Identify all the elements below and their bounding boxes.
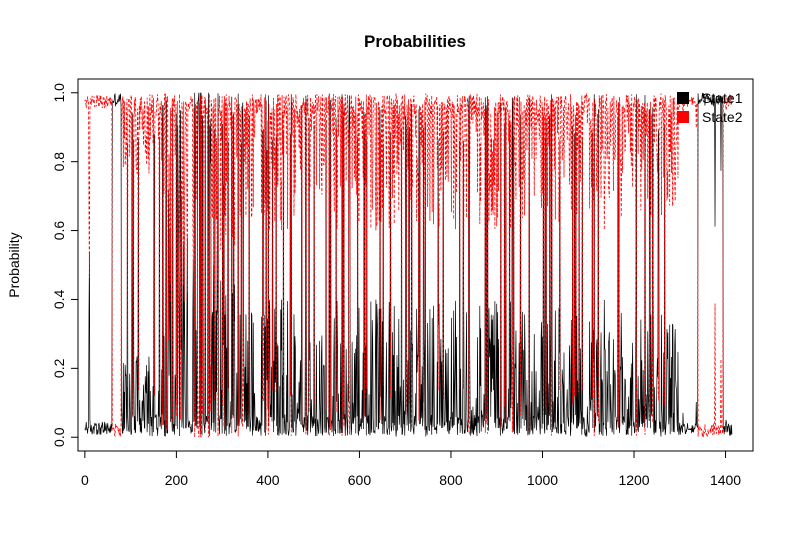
y-axis-title: Probability — [6, 232, 22, 297]
x-tick-label: 800 — [439, 472, 463, 488]
x-tick-label: 0 — [81, 472, 89, 488]
legend: State1 State2 — [677, 90, 743, 125]
y-tick-label: 0.8 — [51, 152, 67, 172]
series-line-state2 — [84, 92, 733, 438]
x-tick-label: 400 — [256, 472, 280, 488]
series-line-state1 — [84, 92, 733, 437]
y-tick-label: 0.0 — [51, 427, 67, 447]
legend-label-state2: State2 — [702, 109, 743, 125]
chart-title: Probabilities — [364, 32, 466, 51]
x-tick-label: 1200 — [618, 472, 649, 488]
y-tick-label: 0.4 — [51, 290, 67, 310]
y-tick-label: 0.6 — [51, 221, 67, 241]
y-axis: 0.0 0.2 0.4 0.6 0.8 1.0 — [51, 83, 79, 447]
x-tick-label: 1400 — [710, 472, 741, 488]
legend-label-state1: State1 — [702, 90, 743, 106]
x-tick-label: 1000 — [527, 472, 558, 488]
legend-swatch-state1 — [677, 92, 689, 104]
legend-swatch-state2 — [677, 111, 689, 123]
y-tick-label: 1.0 — [51, 83, 67, 103]
series-layer — [84, 92, 733, 438]
y-tick-label: 0.2 — [51, 358, 67, 378]
x-axis: 0 200 400 600 800 1000 1200 1400 — [81, 450, 741, 488]
x-tick-label: 200 — [165, 472, 189, 488]
x-tick-label: 600 — [348, 472, 372, 488]
